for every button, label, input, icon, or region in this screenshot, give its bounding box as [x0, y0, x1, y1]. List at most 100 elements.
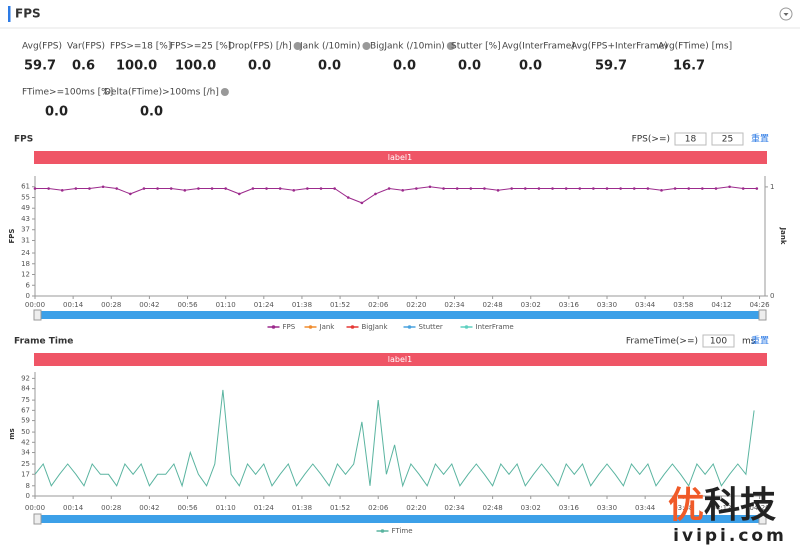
data-point [755, 187, 759, 190]
data-point [578, 187, 582, 190]
x-tick-label: 00:56 [177, 301, 198, 309]
threshold-input[interactable] [711, 132, 744, 146]
legend-label[interactable]: Jank [319, 323, 336, 331]
x-tick-label: 00:42 [139, 504, 159, 512]
data-point [88, 187, 91, 190]
watermark-site: ivipi.com [673, 526, 787, 546]
chart-title: Frame Time [14, 337, 73, 347]
threshold-input[interactable] [674, 132, 707, 146]
data-point [292, 189, 296, 192]
stat-label: Avg(InterFrame) [502, 42, 575, 52]
x-tick-label: 03:02 [521, 504, 541, 512]
data-point [319, 187, 323, 190]
data-point [442, 187, 445, 190]
threshold-value: 25 [722, 135, 733, 145]
threshold-unit: ms [742, 337, 756, 347]
zoom-slider[interactable] [38, 311, 762, 319]
y-tick-label: 92 [21, 374, 30, 382]
data-point [74, 187, 78, 190]
threshold-label: FPS(>=) [632, 135, 670, 145]
threshold-value: 100 [710, 337, 727, 347]
slider-handle[interactable] [758, 513, 767, 525]
y-tick-label: 17 [21, 470, 30, 478]
dropdown-icon [783, 13, 789, 16]
legend-label[interactable]: BigJank [362, 323, 389, 331]
data-point [101, 185, 105, 189]
y-tick-label: 12 [21, 271, 30, 279]
data-point [197, 187, 200, 190]
data-point [60, 189, 64, 192]
data-point [605, 187, 609, 190]
y-tick-label: 6 [26, 281, 31, 289]
slider-handle[interactable] [33, 513, 42, 525]
data-point [237, 192, 241, 196]
data-point [142, 187, 146, 190]
legend-label[interactable]: Stutter [419, 323, 443, 331]
stat-label: FTime>=100ms [%] [22, 88, 113, 98]
x-tick-label: 01:38 [292, 504, 312, 512]
threshold-input[interactable] [702, 334, 735, 348]
x-tick-label: 04:26 [749, 301, 770, 309]
stat-label: Jank (/10min) [299, 42, 360, 52]
y-axis-label: ms [8, 428, 16, 439]
x-tick-label: 00:28 [101, 301, 121, 309]
reset-button[interactable]: 重置 [751, 133, 769, 145]
x-tick-label: 03:16 [559, 301, 580, 309]
stat-value: 0.0 [458, 59, 481, 74]
data-point [564, 187, 568, 190]
data-point [210, 187, 214, 190]
legend-dot [350, 325, 355, 329]
y-tick-label: 59 [21, 417, 30, 425]
x-tick-label: 00:14 [63, 301, 84, 309]
legend-dot [407, 325, 412, 329]
y-tick-label: 37 [21, 226, 30, 234]
stat-label: Avg(FPS) [22, 42, 62, 52]
y-tick-label: 49 [21, 204, 30, 212]
stat-value: 0.0 [318, 59, 341, 74]
data-point [687, 187, 691, 190]
watermark-text: 科技 [704, 485, 776, 526]
y2-tick-label: 0 [770, 292, 774, 300]
reset-button[interactable]: 重置 [751, 335, 769, 347]
data-point [592, 187, 595, 190]
y-tick-label: 55 [21, 193, 30, 201]
data-point [646, 187, 650, 190]
stat-label: Avg(FTime) [ms] [658, 42, 732, 52]
page-title: FPS [15, 7, 41, 21]
data-point [374, 192, 377, 196]
stat-label: Drop(FPS) [/h] [228, 42, 292, 52]
stat-label: Avg(FPS+InterFrame) [571, 42, 668, 52]
slider-handle[interactable] [758, 309, 767, 321]
data-point [455, 187, 459, 190]
data-point [714, 187, 718, 190]
y-tick-label: 25 [21, 460, 30, 468]
data-point [401, 189, 405, 192]
data-point [728, 185, 731, 189]
series-line [35, 186, 757, 204]
x-tick-label: 03:58 [673, 504, 693, 512]
title-marker [8, 6, 11, 22]
slider-handle[interactable] [33, 309, 42, 321]
data-point [306, 187, 309, 190]
stat-label: FPS>=18 [%] [110, 42, 171, 52]
data-point [47, 187, 50, 190]
x-tick-label: 00:56 [177, 504, 198, 512]
y-axis-label: FPS [8, 229, 16, 244]
data-point [346, 196, 350, 199]
legend-label[interactable]: FPS [283, 323, 296, 331]
legend-label[interactable]: InterFrame [476, 323, 514, 331]
stat-value: 100.0 [175, 59, 216, 74]
data-point [333, 187, 336, 190]
zoom-slider[interactable] [38, 515, 762, 523]
y-tick-label: 75 [21, 396, 30, 404]
y-tick-label: 43 [21, 215, 30, 223]
x-tick-label: 04:12 [711, 301, 731, 309]
stat-value: 0.0 [45, 105, 68, 120]
x-tick-label: 01:24 [254, 504, 275, 512]
data-point [537, 187, 541, 190]
stat-label: Stutter [%] [451, 42, 501, 52]
legend-dot [464, 325, 469, 329]
y-tick-label: 0 [26, 292, 30, 300]
legend-label[interactable]: FTime [392, 527, 413, 535]
